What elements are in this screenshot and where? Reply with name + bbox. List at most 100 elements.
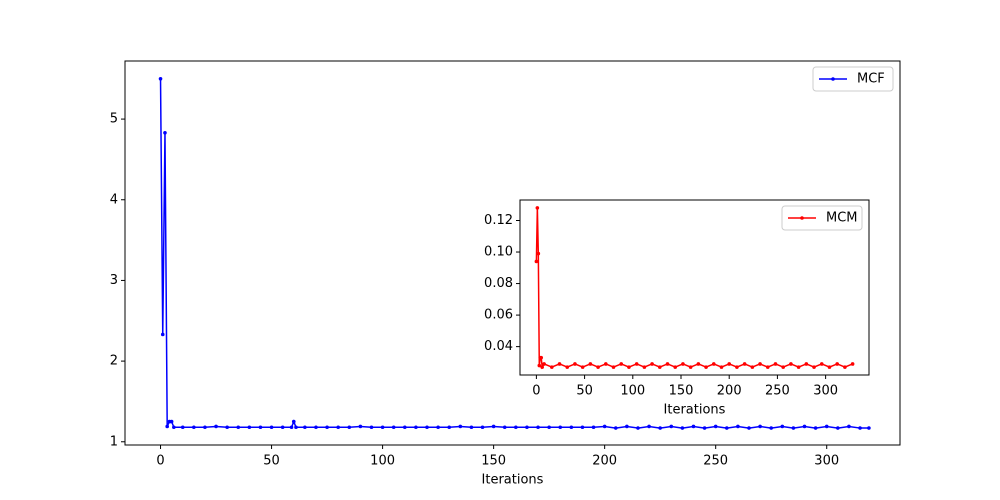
x-tick-label: 150 [669, 384, 694, 399]
data-point [436, 425, 440, 430]
y-tick-label: 1 [110, 434, 118, 449]
data-point [602, 424, 607, 429]
axes-frame [124, 60, 901, 446]
data-point [258, 425, 263, 430]
x-tick-label: 0 [156, 454, 164, 469]
data-point [813, 426, 818, 430]
data-point [596, 365, 600, 369]
data-point [758, 362, 762, 366]
data-point [225, 425, 229, 430]
data-point [713, 424, 718, 429]
data-point [647, 424, 651, 429]
data-point [804, 362, 809, 366]
data-point [765, 365, 770, 369]
data-point [325, 425, 329, 430]
x-tick-label: 100 [620, 384, 645, 399]
data-point [480, 425, 485, 430]
data-point [758, 424, 762, 429]
data-point [819, 362, 824, 366]
legend-box [812, 66, 894, 92]
data-point [867, 426, 871, 430]
data-point [203, 425, 207, 430]
data-point [843, 365, 847, 369]
data-point [657, 365, 662, 369]
data-point [347, 425, 352, 430]
legend-label: MCM [826, 211, 858, 226]
data-point [536, 251, 541, 256]
data-point [169, 419, 174, 424]
x-tick-label: 200 [592, 454, 617, 469]
x-tick-label: 100 [370, 454, 395, 469]
data-point [791, 426, 796, 430]
data-point [236, 425, 241, 430]
data-point [665, 362, 670, 366]
y-tick-label: 4 [110, 192, 118, 207]
y-tick-label: 0.12 [484, 213, 513, 228]
data-point [573, 362, 577, 366]
data-point [750, 365, 755, 369]
data-point [636, 426, 640, 430]
data-point [742, 362, 747, 366]
data-point [540, 365, 544, 369]
data-point [514, 425, 518, 430]
data-point [369, 425, 374, 430]
data-point [604, 362, 608, 366]
data-point [719, 365, 724, 369]
data-line [159, 78, 869, 429]
data-point [773, 362, 778, 366]
data-point [796, 365, 801, 369]
x-axis-label: Iterations [664, 403, 726, 418]
data-point [850, 362, 855, 366]
data-point [294, 425, 298, 430]
data-point [747, 426, 751, 430]
data-point [588, 362, 593, 366]
data-point [558, 425, 563, 430]
data-point [673, 365, 678, 369]
data-point [724, 426, 729, 430]
data-point [542, 362, 546, 366]
data-point [491, 424, 496, 429]
data-point [247, 425, 252, 430]
data-point [534, 259, 539, 264]
data-point [289, 425, 294, 430]
data-point [812, 365, 816, 369]
legend-box [781, 205, 863, 231]
data-point [802, 424, 807, 429]
data-point [835, 362, 839, 366]
data-point [165, 424, 169, 429]
y-tick-label: 3 [110, 273, 118, 288]
legend-marker [831, 77, 835, 81]
data-point [650, 362, 654, 366]
data-point [858, 426, 862, 430]
data-point [458, 424, 463, 429]
y-tick-label: 0.04 [484, 339, 513, 354]
data-point [569, 425, 574, 430]
x-tick-label: 250 [703, 454, 728, 469]
data-point [303, 425, 307, 430]
data-point [735, 365, 739, 369]
data-point [691, 424, 696, 429]
data-point [547, 425, 551, 430]
data-point [702, 426, 707, 430]
data-point [291, 419, 296, 424]
x-tick-label: 150 [481, 454, 506, 469]
x-tick-label: 50 [576, 384, 593, 399]
data-point [280, 425, 285, 430]
data-point [160, 332, 165, 337]
data-point [336, 425, 340, 430]
data-point [158, 76, 163, 81]
legend-marker [800, 216, 804, 220]
data-point [824, 424, 829, 429]
x-axis-label: Iterations [482, 473, 544, 488]
data-point [591, 425, 596, 430]
data-point [537, 363, 542, 368]
data-point [180, 425, 185, 430]
data-point [502, 425, 507, 430]
data-point [827, 365, 832, 369]
x-tick-label: 250 [765, 384, 790, 399]
data-point [536, 425, 540, 430]
data-point [425, 425, 429, 430]
data-point [525, 425, 529, 430]
data-point [557, 362, 562, 366]
